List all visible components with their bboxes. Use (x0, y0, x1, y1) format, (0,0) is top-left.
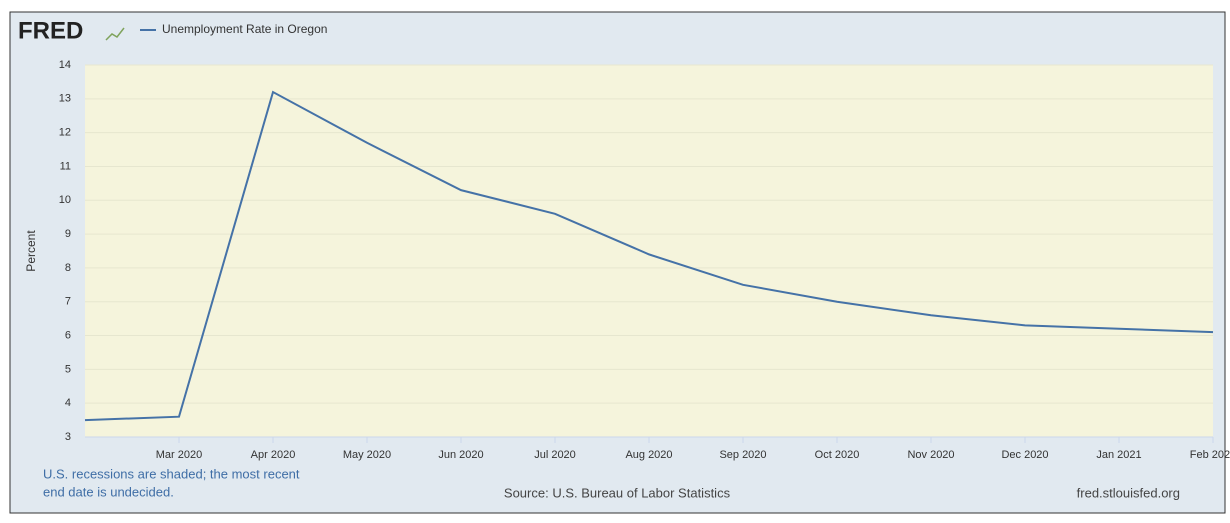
plot-area (85, 65, 1213, 437)
y-tick-label: 7 (65, 296, 71, 308)
x-tick-label: Jul 2020 (534, 449, 576, 461)
x-tick-label: Oct 2020 (815, 449, 860, 461)
y-axis-label: Percent (24, 230, 38, 272)
x-tick-label: Feb 2021 (1190, 449, 1230, 461)
x-tick-label: May 2020 (343, 449, 391, 461)
line-series (84, 90, 1214, 422)
x-tick-label: Aug 2020 (625, 449, 672, 461)
x-tick-label: Apr 2020 (251, 449, 296, 461)
y-tick-label: 3 (65, 431, 71, 443)
x-tick-label: Jan 2021 (1096, 449, 1141, 461)
y-tick-label: 5 (65, 363, 71, 375)
legend-label: Unemployment Rate in Oregon (162, 22, 327, 36)
logo: FRED (18, 17, 83, 44)
x-tick-label: Jun 2020 (438, 449, 483, 461)
x-tick-label: Mar 2020 (156, 449, 202, 461)
y-tick-label: 12 (59, 127, 71, 139)
y-tick-label: 8 (65, 262, 71, 274)
y-tick-label: 14 (59, 59, 71, 71)
source: Source: U.S. Bureau of Labor Statistics (504, 485, 731, 500)
x-tick-label: Sep 2020 (719, 449, 766, 461)
x-tick-label: Dec 2020 (1001, 449, 1048, 461)
y-tick-label: 9 (65, 228, 71, 240)
y-tick-label: 13 (59, 93, 71, 105)
logo-icon (105, 27, 125, 41)
recession-note: U.S. recessions are shaded; the most rec… (43, 466, 300, 481)
y-tick-label: 6 (65, 329, 71, 341)
y-tick-label: 10 (59, 194, 71, 206)
y-tick-label: 11 (60, 160, 71, 172)
x-tick-label: Nov 2020 (907, 449, 954, 461)
recession-note: end date is undecided. (43, 484, 174, 499)
y-tick-label: 4 (65, 397, 71, 409)
site: fred.stlouisfed.org (1077, 485, 1180, 500)
